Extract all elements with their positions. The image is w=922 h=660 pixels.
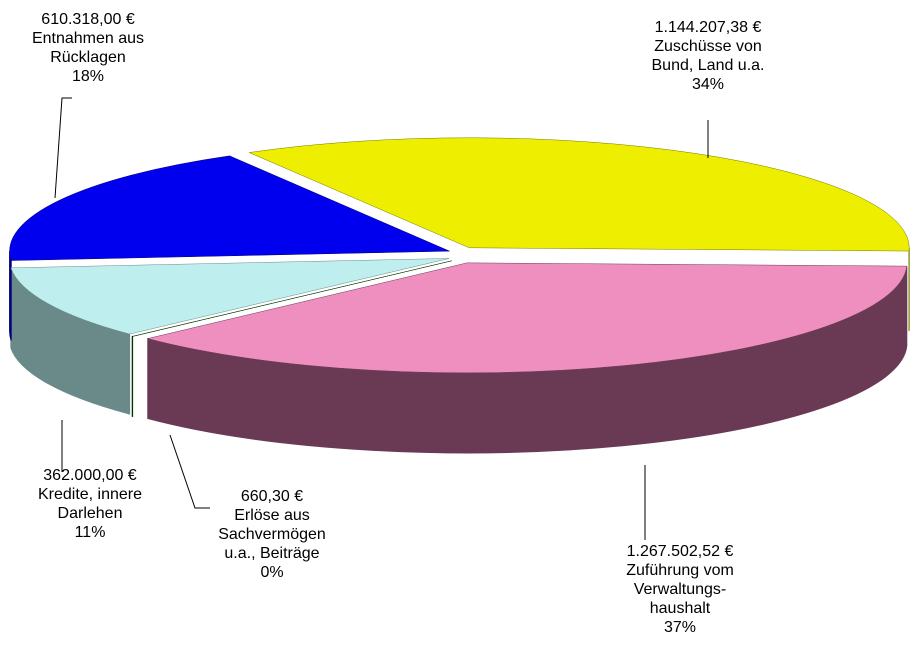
category-label: Erlöse aus Sachvermögen u.a., Beiträge xyxy=(218,507,326,562)
value-label: 610.318,00 € xyxy=(41,11,135,28)
pie-slice xyxy=(9,155,450,261)
leader-line xyxy=(54,97,72,199)
slice-side xyxy=(9,241,12,332)
category-label: Entnahmen aus Rücklagen xyxy=(31,30,145,66)
slice-label: 1.144.207,38 € Zuschüsse von Bund, Land u… xyxy=(652,18,765,94)
value-label: 660,30 € xyxy=(240,488,304,505)
value-label: 1.144.207,38 € xyxy=(654,19,762,36)
pie-slice xyxy=(248,137,910,252)
value-label: 362.000,00 € xyxy=(43,467,137,484)
slice-label: 610.318,00 € Entnahmen aus Rücklagen 18% xyxy=(32,10,144,86)
pie-slice xyxy=(132,260,452,337)
percent-label: 0% xyxy=(260,564,284,581)
category-label: Kredite, innere Darlehen xyxy=(37,486,143,522)
category-label: Zuschüsse von Bund, Land u.a. xyxy=(651,38,765,74)
leader-line xyxy=(169,434,210,509)
percent-label: 18% xyxy=(71,68,105,85)
pie-slice xyxy=(10,258,450,335)
slice-label: 660,30 € Erlöse aus Sachvermögen u.a., Be… xyxy=(218,487,326,582)
slice-label: 362.000,00 € Kredite, innere Darlehen 11% xyxy=(38,466,142,542)
pie-slice xyxy=(147,262,908,374)
value-label: 1.267.502,52 € xyxy=(626,543,734,560)
percent-label: 11% xyxy=(74,524,106,541)
percent-label: 34% xyxy=(691,76,725,93)
slice-label: 1.267.502,52 € Zuführung vom Verwaltungs-… xyxy=(626,542,734,637)
category-label: Zuführung vom Verwaltungs- haushalt xyxy=(626,562,734,617)
percent-label: 37% xyxy=(663,619,697,636)
